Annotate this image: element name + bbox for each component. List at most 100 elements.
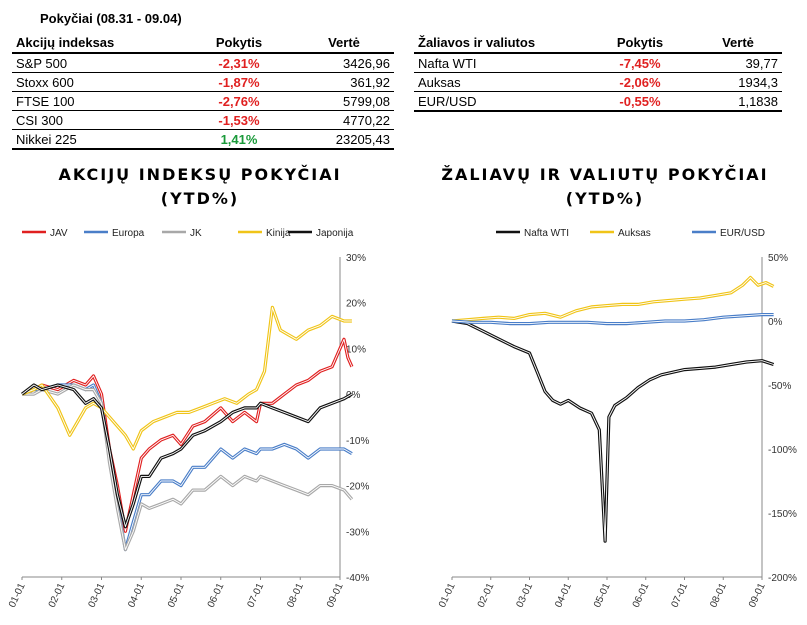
table-header-row: Akcijų indeksas Pokytis Vertė <box>12 32 394 54</box>
series-line-halo-5 <box>21 383 353 529</box>
x-tick-label: 07-01 <box>245 581 266 609</box>
series-line-5 <box>21 384 353 528</box>
index-name: CSI 300 <box>12 110 184 130</box>
legend-label-5: Japonija <box>316 228 354 239</box>
index-name: FTSE 100 <box>12 91 184 111</box>
series-line-halo-4 <box>21 305 352 451</box>
x-tick-label: 09-01 <box>747 581 768 609</box>
commodities-chart-title-line2: (YTD%) <box>565 189 645 208</box>
y-tick-label: 50% <box>768 253 788 264</box>
commodities-chart-title-line1: ŽALIAVŲ IR VALIUTŲ POKYČIAI <box>441 165 769 184</box>
y-tick-label: -50% <box>768 381 791 392</box>
commodities-table: Žaliavos ir valiutos Pokytis Vertė Nafta… <box>414 32 782 112</box>
x-tick-label: 05-01 <box>592 581 613 609</box>
table-row: Stoxx 600 -1,87% 361,92 <box>12 72 394 92</box>
legend-label-1: Nafta WTI <box>524 228 569 239</box>
series-line-halo-2 <box>451 275 775 323</box>
y-tick-label: -20% <box>346 482 369 493</box>
x-tick-label: 02-01 <box>47 581 68 609</box>
commodity-change: -0,55% <box>586 91 694 112</box>
index-change: 1,41% <box>184 129 294 150</box>
table-row: Auksas -2,06% 1934,3 <box>414 72 782 92</box>
table-row: Nafta WTI -7,45% 39,77 <box>414 53 782 73</box>
series-line-3 <box>451 314 774 325</box>
column-header-change: Pokytis <box>184 32 294 54</box>
commodity-change: -2,06% <box>586 72 694 92</box>
commodity-name: Nafta WTI <box>414 53 586 73</box>
index-change: -1,87% <box>184 72 294 92</box>
index-name: Nikkei 225 <box>12 129 184 150</box>
y-tick-label: -40% <box>346 573 369 584</box>
series-line-3 <box>22 384 353 551</box>
commodity-change: -7,45% <box>586 53 694 73</box>
indices-chart: 30% 20% 10% 0% -10% -20% -30% -40% 01-01 02-01 03-… <box>7 228 370 609</box>
column-header-value: Vertė <box>694 32 782 54</box>
table-row: CSI 300 -1,53% 4770,22 <box>12 110 394 130</box>
indices-chart-title-line2: (YTD%) <box>160 189 240 208</box>
y-tick-label: -30% <box>346 527 369 538</box>
x-tick-label: 06-01 <box>631 581 652 609</box>
x-tick-label: 03-01 <box>514 581 535 609</box>
series-line-4 <box>21 306 352 450</box>
x-tick-label: 08-01 <box>285 581 306 609</box>
x-tick-label: 08-01 <box>708 581 729 609</box>
y-tick-label: -100% <box>768 445 797 456</box>
legend-label-3: JK <box>190 228 202 239</box>
commodity-value: 1934,3 <box>694 72 782 92</box>
series-line-1 <box>451 320 774 542</box>
series-line-1 <box>21 338 353 532</box>
indices-table: Akcijų indeksas Pokytis Vertė S&P 500 -2… <box>12 32 394 150</box>
column-header-value: Vertė <box>294 32 394 54</box>
series-line-2 <box>21 384 353 551</box>
commodities-chart-title: ŽALIAVŲ IR VALIUTŲ POKYČIAI (YTD%) <box>415 163 795 211</box>
column-header-name: Akcijų indeksas <box>12 32 184 54</box>
x-tick-label: 04-01 <box>553 581 574 609</box>
commodity-value: 1,1838 <box>694 91 782 112</box>
commodity-value: 39,77 <box>694 53 782 73</box>
x-tick-label: 09-01 <box>325 581 346 609</box>
legend-label-1: JAV <box>50 228 68 239</box>
x-tick-label: 05-01 <box>166 581 187 609</box>
indices-chart-title-line1: AKCIJŲ INDEKSŲ POKYČIAI <box>58 165 342 184</box>
commodities-chart: 50% 0% -50% -100% -150% -200% 01-01 02-01 03-01 0… <box>437 228 797 609</box>
table-row: Nikkei 225 1,41% 23205,43 <box>12 129 394 150</box>
table-header-row: Žaliavos ir valiutos Pokytis Vertė <box>414 32 782 54</box>
legend-label-2: Auksas <box>618 228 651 239</box>
indices-chart-title: AKCIJŲ INDEKSŲ POKYČIAI (YTD%) <box>10 163 390 211</box>
x-tick-label: 07-01 <box>669 581 690 609</box>
period-title: Pokyčiai (08.31 - 09.04) <box>40 11 182 26</box>
index-change: -2,31% <box>184 53 294 73</box>
y-tick-label: 0% <box>346 390 361 401</box>
x-tick-label: 04-01 <box>126 581 147 609</box>
series-line-halo-3 <box>22 383 354 552</box>
legend-label-4: Kinija <box>266 228 291 239</box>
index-value: 23205,43 <box>294 129 394 150</box>
index-value: 3426,96 <box>294 53 394 73</box>
index-change: -1,53% <box>184 110 294 130</box>
legend-label-3: EUR/USD <box>720 228 765 239</box>
index-value: 5799,08 <box>294 91 394 111</box>
commodity-name: EUR/USD <box>414 91 586 112</box>
index-value: 361,92 <box>294 72 394 92</box>
y-tick-label: 10% <box>346 344 366 355</box>
table-row: EUR/USD -0,55% 1,1838 <box>414 91 782 112</box>
series-line-halo-1 <box>451 319 775 543</box>
column-header-change: Pokytis <box>586 32 694 54</box>
column-header-name: Žaliavos ir valiutos <box>414 32 586 54</box>
index-name: S&P 500 <box>12 53 184 73</box>
y-tick-label: -10% <box>346 436 369 447</box>
y-tick-label: 0% <box>768 317 783 328</box>
x-tick-label: 01-01 <box>437 581 458 609</box>
y-tick-label: -200% <box>768 573 797 584</box>
table-row: S&P 500 -2,31% 3426,96 <box>12 53 394 73</box>
table-row: FTSE 100 -2,76% 5799,08 <box>12 91 394 111</box>
x-tick-label: 03-01 <box>86 581 107 609</box>
x-tick-label: 02-01 <box>476 581 497 609</box>
y-tick-label: 30% <box>346 253 366 264</box>
series-line-2 <box>451 277 774 322</box>
index-name: Stoxx 600 <box>12 72 184 92</box>
index-value: 4770,22 <box>294 110 394 130</box>
x-tick-label: 01-01 <box>7 581 28 609</box>
x-tick-label: 06-01 <box>206 581 227 609</box>
y-tick-label: 20% <box>346 299 366 310</box>
